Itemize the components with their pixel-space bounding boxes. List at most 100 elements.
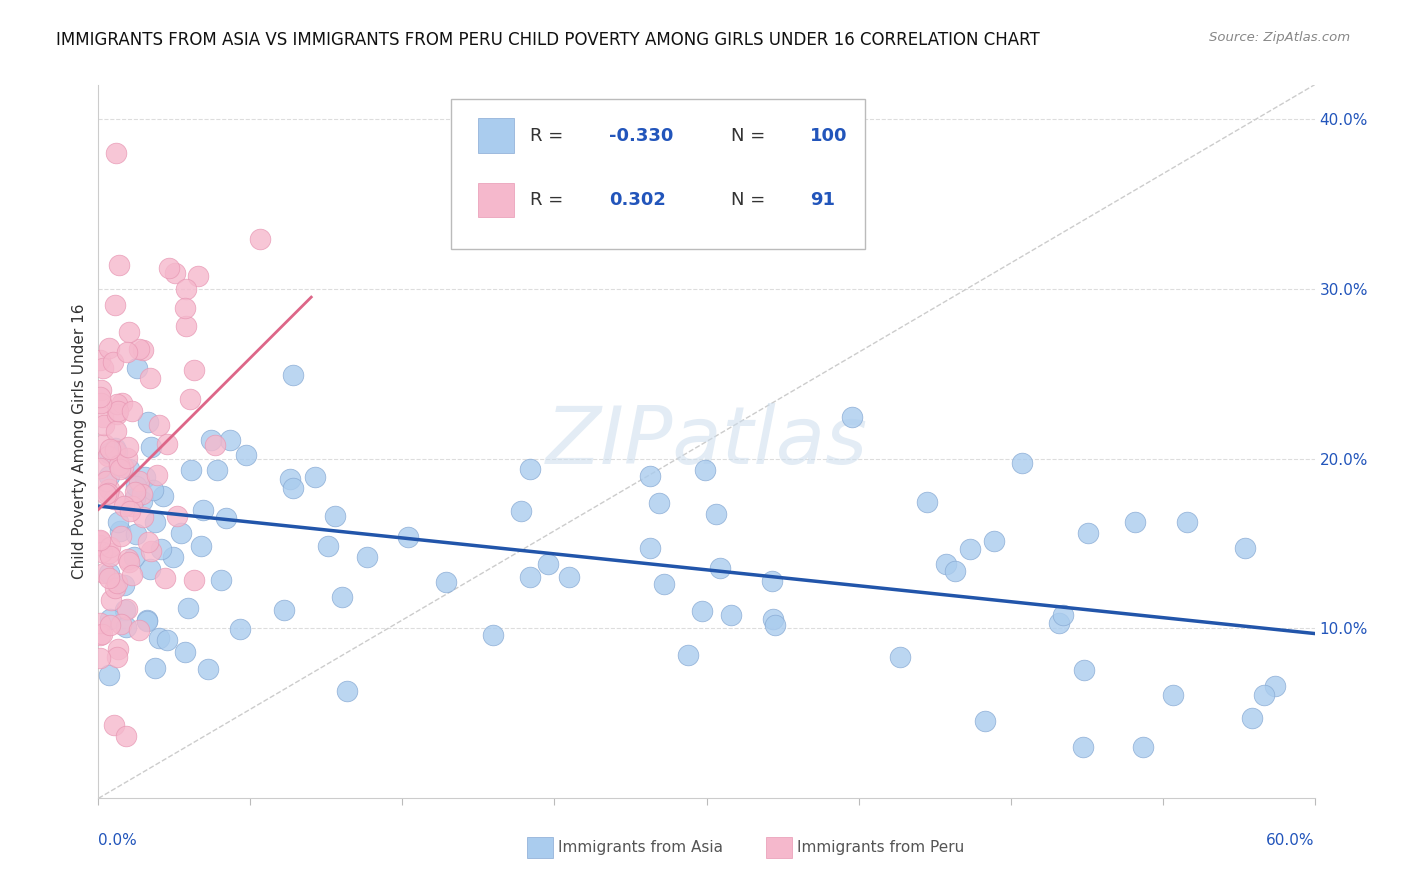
Text: -0.330: -0.330: [609, 128, 673, 145]
Point: [115, 729, 138, 743]
Point: [89, 615, 111, 630]
Point: [249, 232, 271, 246]
Text: N =: N =: [731, 128, 765, 145]
FancyBboxPatch shape: [451, 99, 865, 249]
Point: [110, 529, 132, 543]
Point: [105, 445, 128, 459]
Text: R =: R =: [530, 128, 564, 145]
Point: [174, 645, 197, 659]
Point: [115, 344, 138, 359]
Point: [97, 468, 120, 483]
Point: [125, 527, 148, 541]
Point: [104, 442, 127, 457]
Point: [139, 371, 162, 385]
Point: [97, 667, 120, 681]
Point: [959, 541, 981, 556]
Point: [118, 504, 141, 518]
Point: [704, 507, 727, 521]
Point: [100, 593, 122, 607]
Point: [1123, 515, 1146, 529]
Point: [973, 714, 995, 728]
Point: [640, 541, 662, 556]
Point: [117, 551, 139, 566]
Point: [1047, 615, 1070, 630]
Point: [108, 458, 131, 473]
Point: [915, 495, 938, 509]
Point: [90, 383, 112, 397]
Point: [153, 571, 176, 585]
Point: [89, 390, 111, 404]
Point: [94, 474, 117, 488]
Point: [93, 566, 115, 580]
Point: [89, 533, 111, 548]
Point: [97, 449, 120, 463]
Point: [281, 368, 304, 382]
Point: [1073, 740, 1095, 755]
Text: IMMIGRANTS FROM ASIA VS IMMIGRANTS FROM PERU CHILD POVERTY AMONG GIRLS UNDER 16 : IMMIGRANTS FROM ASIA VS IMMIGRANTS FROM …: [56, 31, 1040, 49]
Point: [91, 361, 114, 376]
Point: [131, 494, 153, 508]
Point: [935, 558, 957, 572]
Point: [558, 569, 581, 583]
Point: [100, 549, 122, 564]
Point: [107, 515, 129, 529]
Point: [304, 470, 326, 484]
Point: [105, 407, 128, 421]
Point: [91, 409, 114, 424]
Point: [142, 483, 165, 497]
Point: [676, 648, 699, 663]
Point: [128, 342, 150, 356]
Point: [763, 618, 786, 632]
Point: [138, 562, 160, 576]
Point: [187, 269, 209, 284]
Point: [1253, 688, 1275, 702]
Text: N =: N =: [731, 192, 765, 210]
Point: [91, 545, 114, 559]
Text: 60.0%: 60.0%: [1267, 833, 1315, 847]
Point: [183, 362, 205, 376]
Point: [173, 301, 195, 315]
Point: [692, 604, 714, 618]
Point: [1163, 688, 1185, 702]
Point: [104, 298, 127, 312]
Point: [105, 424, 128, 438]
Point: [143, 516, 166, 530]
Point: [1052, 607, 1074, 622]
Point: [509, 504, 531, 518]
Point: [652, 577, 675, 591]
Point: [283, 481, 305, 495]
Point: [97, 446, 120, 460]
Point: [105, 397, 128, 411]
Point: [134, 470, 156, 484]
Point: [235, 449, 257, 463]
Point: [762, 612, 785, 626]
Point: [841, 409, 863, 424]
Point: [101, 355, 124, 369]
Point: [89, 352, 111, 367]
Point: [107, 575, 129, 590]
Point: [124, 485, 146, 500]
Point: [519, 570, 541, 584]
Point: [98, 540, 121, 554]
Point: [108, 462, 131, 476]
Point: [183, 573, 205, 587]
Point: [141, 543, 163, 558]
Point: [356, 549, 378, 564]
Point: [132, 510, 155, 524]
Bar: [478, 119, 515, 153]
Point: [150, 541, 173, 556]
Point: [197, 662, 219, 676]
Point: [97, 572, 120, 586]
Point: [170, 525, 193, 540]
Point: [1073, 663, 1095, 677]
Point: [177, 601, 200, 615]
Point: [720, 607, 742, 622]
Point: [105, 145, 128, 160]
Text: Immigrants from Peru: Immigrants from Peru: [797, 840, 965, 855]
Point: [943, 564, 966, 578]
Point: [1132, 740, 1154, 755]
Point: [89, 628, 111, 642]
Point: [537, 557, 560, 571]
Text: 0.302: 0.302: [609, 192, 666, 210]
Point: [124, 491, 146, 505]
